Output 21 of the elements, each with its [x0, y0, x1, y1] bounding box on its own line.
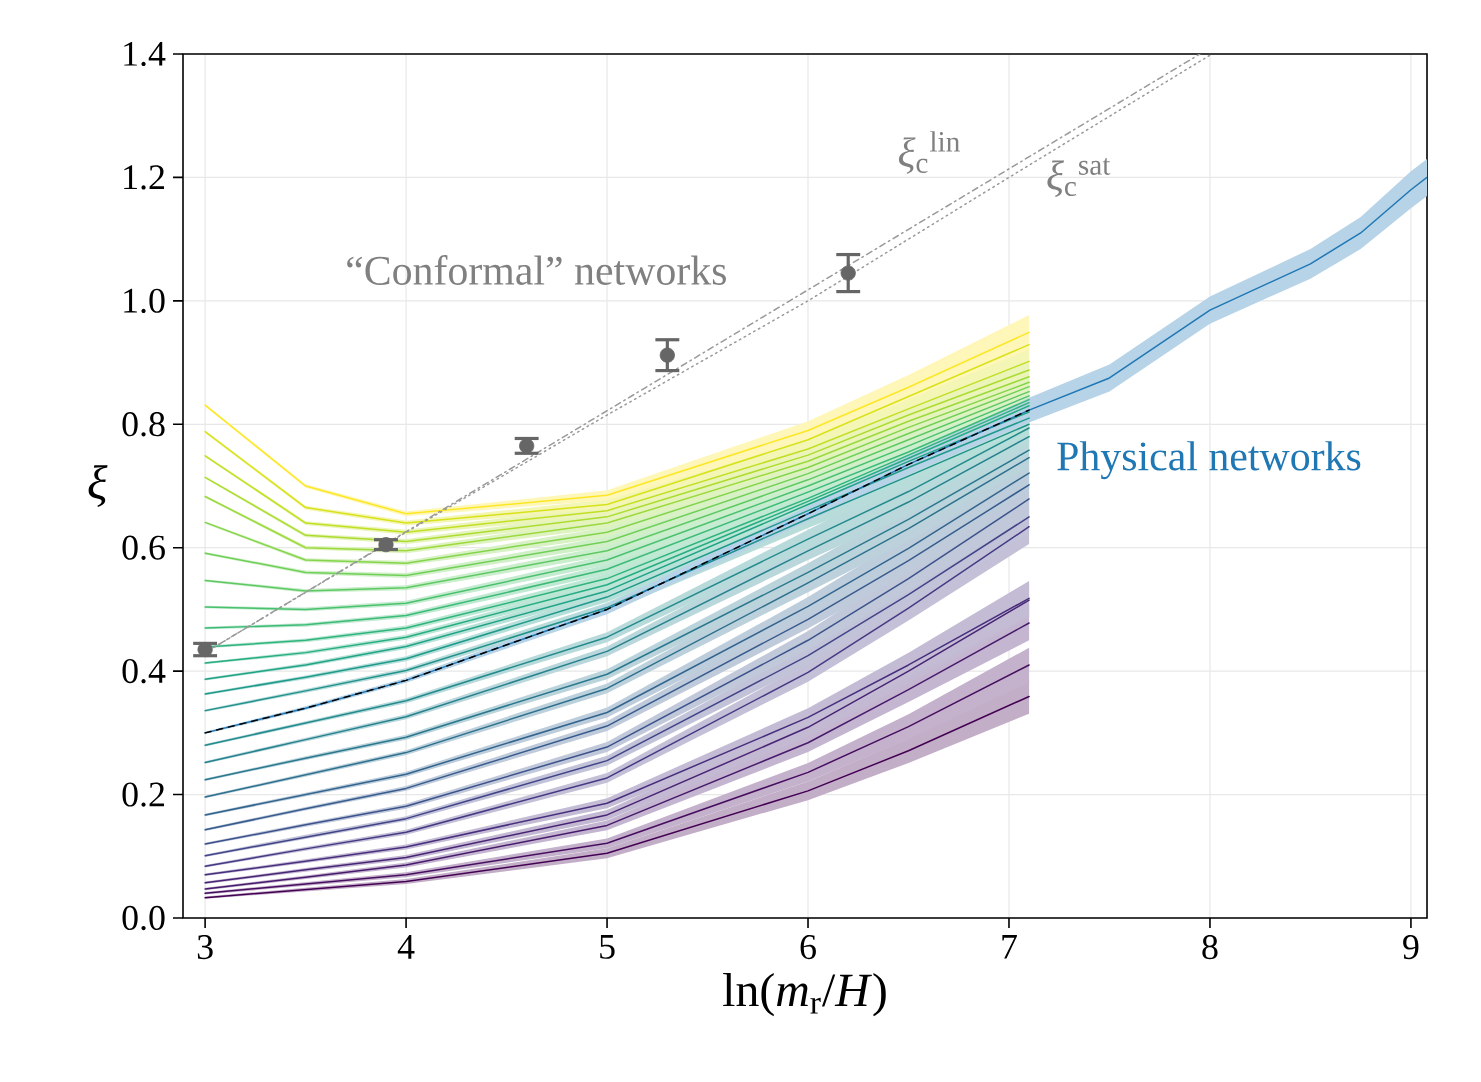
- y-tick-label: 1.0: [124, 288, 165, 314]
- y-axis-title: ξ: [88, 465, 108, 507]
- x-tick-label: 8: [1202, 935, 1218, 960]
- y-tick-label: 1.4: [124, 41, 166, 67]
- x-axis-title: ln(m$_{r}$/H): [723, 972, 886, 1017]
- y-tick-label: 0.6: [122, 535, 165, 560]
- annotation: ξ$_{c}$lin: [898, 131, 960, 174]
- annotation: “Conformal” networks: [347, 255, 726, 285]
- x-tick-label: 4: [397, 935, 415, 959]
- x-tick-label: 9: [1403, 935, 1419, 960]
- x-tick-label: 6: [800, 935, 816, 960]
- y-tick-label: 0.8: [122, 412, 165, 437]
- y-tick-label: 0.2: [122, 782, 164, 807]
- x-tick-label: 3: [197, 935, 213, 960]
- x-tick-label: 7: [1002, 935, 1017, 959]
- y-tick-label: 0.0: [122, 905, 165, 931]
- x-tick-label: 5: [600, 935, 615, 959]
- y-tick-label: 1.2: [124, 165, 164, 190]
- series-label: Physical networks: [1057, 441, 1361, 480]
- y-tick-label: 0.4: [122, 658, 166, 684]
- annotation: ξ$_{c}$sat: [1047, 158, 1111, 197]
